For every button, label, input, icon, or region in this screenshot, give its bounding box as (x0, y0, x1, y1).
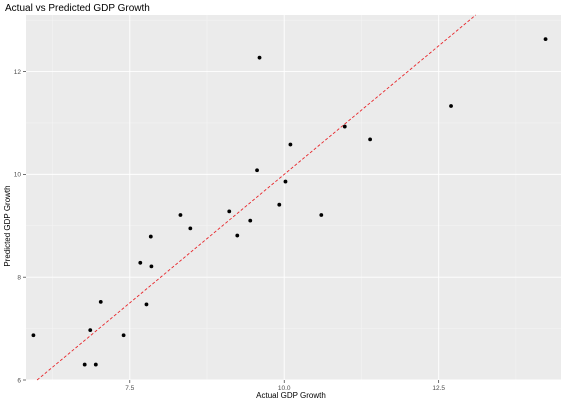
major-grid (26, 15, 561, 381)
data-point (319, 213, 324, 217)
data-point (148, 234, 153, 239)
y-tick-label: 6 (17, 377, 21, 384)
data-point (543, 37, 548, 42)
data-point (342, 124, 347, 129)
data-point (449, 104, 453, 108)
x-tick-label: 10.0 (278, 385, 291, 392)
data-point (368, 137, 373, 142)
x-axis-ticks: 7.5 10.0 12.5 (125, 380, 445, 392)
data-point (283, 179, 288, 184)
data-point (257, 55, 262, 60)
chart-title: Actual vs Predicted GDP Growth (5, 3, 150, 14)
data-point (88, 328, 93, 333)
data-point (178, 213, 183, 217)
y-axis-label: Predicted GDP Growth (3, 185, 12, 266)
data-point (144, 302, 149, 307)
y-tick-label: 10 (14, 172, 22, 179)
plot-panel (26, 15, 561, 380)
data-point (31, 333, 36, 338)
x-tick-label: 7.5 (125, 385, 134, 392)
identity-reference-line (36, 14, 477, 381)
data-point (98, 299, 103, 304)
data-point (288, 142, 293, 147)
y-tick-label: 8 (17, 274, 21, 281)
data-point (255, 168, 259, 173)
data-point (138, 260, 143, 265)
data-point (188, 226, 193, 231)
x-axis-label: Actual GDP Growth (256, 391, 326, 400)
data-point (149, 264, 154, 269)
minor-grid (26, 15, 561, 380)
data-point (277, 202, 282, 207)
y-tick-label: 12 (14, 69, 22, 76)
data-point (235, 233, 240, 238)
data-points (31, 37, 548, 367)
data-point (248, 218, 253, 223)
plot-area (26, 14, 561, 381)
y-axis-ticks: 6 8 10 12 (14, 69, 26, 384)
data-point (227, 209, 232, 214)
x-tick-label: 12.5 (432, 385, 445, 392)
data-point (121, 333, 126, 338)
data-point (82, 362, 87, 367)
data-point (93, 362, 98, 367)
